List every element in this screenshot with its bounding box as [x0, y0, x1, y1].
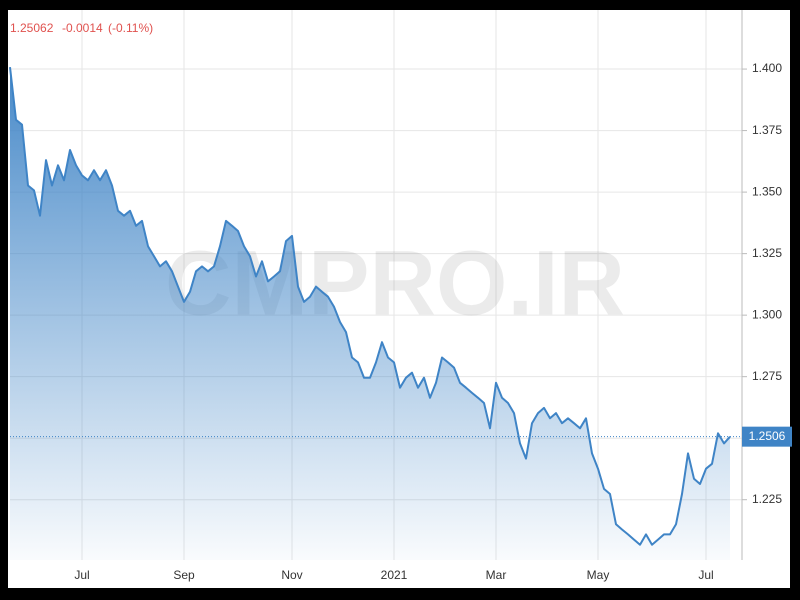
y-tick-label: 1.300 — [752, 307, 782, 321]
x-tick-label: Mar — [486, 568, 507, 582]
y-tick-label: 1.350 — [752, 184, 782, 198]
x-tick-label: Jul — [698, 568, 713, 582]
x-tick-label: Sep — [173, 568, 195, 582]
x-tick-label: Jul — [74, 568, 89, 582]
y-tick-label: 1.325 — [752, 246, 782, 260]
y-tick-label: 1.375 — [752, 123, 782, 137]
x-tick-label: 2021 — [381, 568, 408, 582]
x-tick-label: Nov — [281, 568, 302, 582]
last-price-box — [742, 426, 792, 447]
price-line — [9, 66, 731, 546]
header-change: -0.0014 — [62, 21, 103, 35]
x-tick-label: May — [587, 568, 610, 582]
y-tick-label: 1.225 — [752, 492, 782, 506]
header-price: 1.25062 — [10, 21, 54, 35]
y-tick-label: 1.400 — [752, 61, 782, 75]
last-price-label: 1.2506 — [749, 429, 786, 443]
header-change-pct: (-0.11%) — [108, 21, 153, 35]
y-tick-label: 1.275 — [752, 369, 782, 383]
